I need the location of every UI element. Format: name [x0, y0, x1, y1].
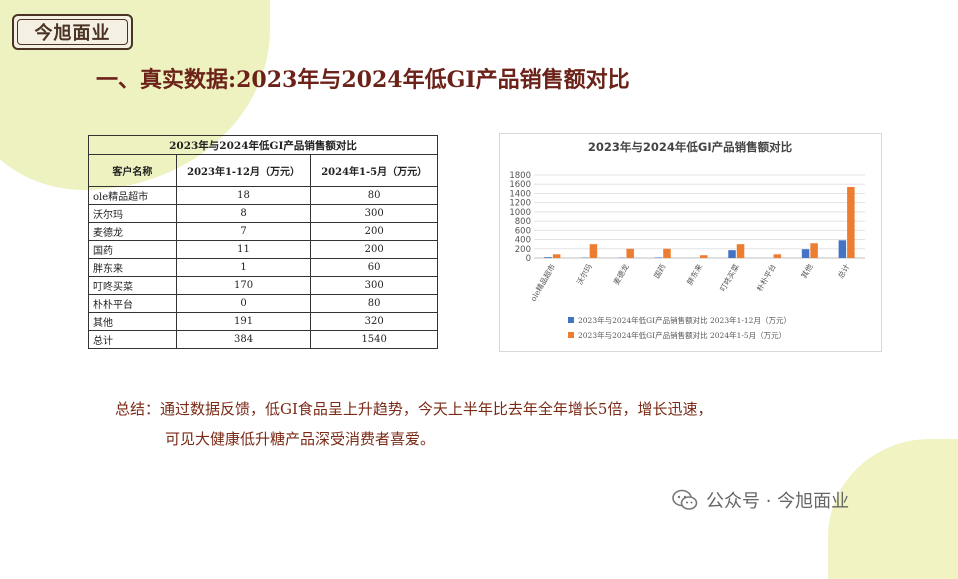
- legend-label: 2023年与2024年低GI产品销售额对比 2023年1-12月（万元）: [578, 315, 791, 325]
- bar-2023: [839, 240, 847, 258]
- sales-table: 2023年与2024年低GI产品销售额对比 客户名称 2023年1-12月（万元…: [88, 135, 438, 349]
- y-tick-label: 0: [526, 254, 531, 264]
- customer-name: 沃尔玛: [89, 205, 177, 223]
- customer-name: 总计: [89, 331, 177, 349]
- bar-2023: [802, 249, 810, 258]
- bar-2023: [728, 250, 736, 258]
- sales-2023: 170: [176, 277, 311, 295]
- legend-label: 2023年与2024年低GI产品销售额对比 2024年1-5月（万元）: [578, 330, 786, 340]
- sales-2024: 80: [311, 295, 438, 313]
- y-tick-label: 1000: [509, 208, 531, 218]
- sales-2023: 0: [176, 295, 311, 313]
- sales-2024: 300: [311, 205, 438, 223]
- y-tick-label: 600: [515, 226, 531, 236]
- bar-2023: [655, 257, 663, 258]
- sales-2024: 200: [311, 241, 438, 259]
- x-tick-label: 其他: [798, 262, 814, 280]
- bar-2024: [810, 243, 818, 258]
- y-tick-label: 1400: [509, 189, 531, 199]
- sales-2023: 1: [176, 259, 311, 277]
- x-tick-label: 国药: [651, 262, 667, 280]
- customer-name: ole精品超市: [89, 187, 177, 205]
- summary-line-2: 可见大健康低升糖产品深受消费者喜爱。: [165, 428, 435, 449]
- customer-name: 麦德龙: [89, 223, 177, 241]
- bar-2024: [626, 249, 634, 258]
- bar-2024: [737, 244, 745, 258]
- x-tick-label: 总计: [835, 262, 851, 280]
- sales-2024: 320: [311, 313, 438, 331]
- column-header-2023: 2023年1-12月（万元）: [176, 155, 311, 187]
- sales-2024: 200: [311, 223, 438, 241]
- bar-2024: [700, 255, 708, 258]
- sales-2023: 7: [176, 223, 311, 241]
- y-tick-label: 1200: [509, 199, 531, 209]
- wechat-icon: [672, 489, 698, 511]
- table-title: 2023年与2024年低GI产品销售额对比: [89, 136, 438, 155]
- legend-swatch: [568, 332, 574, 338]
- brand-logo-text: 今旭面业: [17, 19, 128, 45]
- page-title: 一、真实数据:2023年与2024年低GI产品销售额对比: [96, 62, 630, 94]
- sales-2023: 11: [176, 241, 311, 259]
- customer-name: 朴朴平台: [89, 295, 177, 313]
- watermark: 公众号 · 今旭面业: [672, 487, 849, 513]
- sales-2023: 18: [176, 187, 311, 205]
- x-tick-label: 叮咚买菜: [717, 262, 741, 293]
- sales-2023: 8: [176, 205, 311, 223]
- legend-swatch: [568, 317, 574, 323]
- watermark-text: 公众号 · 今旭面业: [706, 487, 849, 513]
- brand-logo: 今旭面业: [12, 14, 133, 50]
- y-tick-label: 200: [515, 245, 531, 255]
- sales-2024: 300: [311, 277, 438, 295]
- y-tick-label: 1800: [509, 171, 531, 181]
- chart-canvas: 2023年与2024年低GI产品销售额对比 0200400600800100012…: [500, 134, 881, 351]
- bar-2023: [544, 257, 552, 258]
- chart-title: 2023年与2024年低GI产品销售额对比: [588, 140, 793, 154]
- y-tick-label: 800: [515, 217, 531, 227]
- column-header-customer: 客户名称: [89, 155, 177, 187]
- column-header-2024: 2024年1-5月（万元）: [311, 155, 438, 187]
- summary-line-1: 总结：通过数据反馈，低GI食品呈上升趋势，今天上半年比去年全年增长5倍，增长迅速…: [115, 398, 712, 419]
- x-tick-label: 胖东来: [684, 262, 704, 287]
- customer-name: 胖东来: [89, 259, 177, 277]
- customer-name: 叮咚买菜: [89, 277, 177, 295]
- sales-2024: 60: [311, 259, 438, 277]
- bar-2024: [553, 254, 561, 258]
- bar-2024: [847, 187, 855, 258]
- y-tick-label: 400: [515, 236, 531, 246]
- bar-2024: [774, 254, 782, 258]
- sales-2023: 384: [176, 331, 311, 349]
- sales-2023: 191: [176, 313, 311, 331]
- y-tick-label: 1600: [509, 180, 531, 190]
- x-tick-label: ole精品超市: [528, 262, 558, 303]
- x-tick-label: 沃尔玛: [574, 262, 594, 287]
- bar-2024: [590, 244, 598, 258]
- sales-2024: 1540: [311, 331, 438, 349]
- x-tick-label: 麦德龙: [611, 262, 631, 287]
- sales-table-container: 2023年与2024年低GI产品销售额对比 客户名称 2023年1-12月（万元…: [88, 135, 438, 349]
- customer-name: 其他: [89, 313, 177, 331]
- customer-name: 国药: [89, 241, 177, 259]
- x-tick-label: 朴朴平台: [754, 262, 778, 293]
- bar-2024: [663, 249, 671, 258]
- sales-2024: 80: [311, 187, 438, 205]
